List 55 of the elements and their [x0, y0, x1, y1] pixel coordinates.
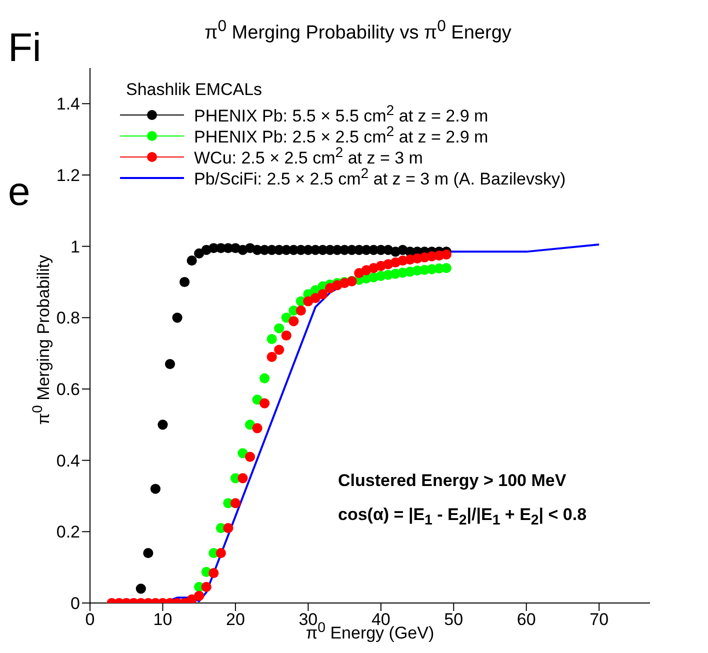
point [223, 523, 234, 534]
point [158, 420, 168, 430]
point [274, 344, 284, 355]
y-tick-label: 0 [70, 594, 80, 614]
point [274, 323, 284, 334]
point [441, 263, 452, 274]
legend-label: Pb/SciFi: 2.5 × 2.5 cm$^{2}$ at z = 3 m (A. Bazilevsky) [194, 166, 566, 190]
point [281, 330, 292, 341]
point [310, 293, 320, 304]
point [288, 316, 299, 326]
legend-label: PHENIX Pb: 5.5 × 5.5 cm$^{2}$ at z = 2.9 m [194, 102, 488, 126]
x-tick-label: 70 [590, 610, 609, 630]
point [244, 452, 256, 462]
point [441, 250, 452, 260]
annotation: Clustered Energy > 100 MeV [338, 471, 566, 491]
legend-title: Shashlik EMCALs [126, 80, 264, 100]
point [266, 352, 277, 362]
y-tick-label: 0.4 [56, 451, 80, 470]
chart-title: π$^{0}$ Merging Probability vs π$^{0}$ Energy [204, 18, 512, 44]
point [150, 484, 160, 494]
point [208, 568, 219, 578]
text: cos(α) = |E$_{1}$ - E$_{2}$|/|E$_{1}$ + E$_{2}$| < 0.8 [338, 505, 587, 528]
point [318, 289, 328, 300]
legend-label: PHENIX Pb: 2.5 × 2.5 cm$^{2}$ at z = 2.9 m [194, 124, 488, 147]
legend-label: WCu: 2.5 × 2.5 cm$^{2}$ at z = 3 m [194, 144, 423, 168]
y-tick-label: 0.6 [56, 380, 80, 400]
x-tick-label: 50 [444, 610, 464, 630]
text: Fi [8, 26, 42, 71]
y-tick-label: 1.2 [56, 166, 80, 186]
point [143, 548, 154, 558]
point [201, 582, 212, 592]
point [186, 256, 197, 266]
point [216, 548, 226, 558]
y-tick-label: 0.2 [56, 522, 80, 542]
point [266, 334, 277, 344]
x-tick-label: 0 [85, 610, 95, 630]
text: e [8, 170, 30, 215]
x-tick-label: 40 [371, 610, 390, 630]
point [172, 312, 182, 323]
point [164, 358, 176, 370]
point [230, 498, 240, 508]
y-tick-label: 0.8 [56, 308, 80, 328]
y-tick-label: 1 [70, 237, 80, 256]
x-tick-label: 10 [153, 610, 172, 630]
point [180, 276, 190, 288]
point [238, 473, 248, 484]
point [260, 398, 270, 408]
x-tick-label: 20 [226, 610, 245, 630]
point [252, 423, 262, 434]
point [296, 305, 306, 316]
y-tick-label: 1.4 [56, 94, 80, 114]
point [260, 373, 270, 384]
point [194, 590, 204, 601]
x-tick-label: 60 [516, 610, 536, 630]
point [136, 584, 146, 594]
